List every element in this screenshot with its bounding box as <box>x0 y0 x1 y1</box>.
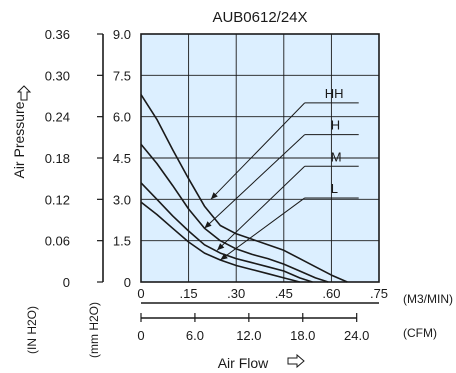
leader-line <box>216 165 306 251</box>
right-axis-tick-label: 4.5 <box>113 151 131 166</box>
x-unit-top: (M3/MIN) <box>403 292 453 306</box>
pq-curve-m <box>140 182 313 283</box>
x-axis-cfm-tick-label: 0 <box>137 328 144 343</box>
x-axis-cfm-tick-label: 18.0 <box>290 328 315 343</box>
chart-title: AUB0612/24X <box>212 9 307 26</box>
x-axis-cfm: 0 6.0 12.0 18.0 24.0 <box>137 313 369 343</box>
right-axis-tick-label: 7.5 <box>113 68 131 83</box>
x-axis-title: Air Flow <box>218 355 269 371</box>
leader-line <box>220 197 306 261</box>
x-axis-cfm-tick-label: 6.0 <box>186 328 204 343</box>
plot-frame <box>140 33 380 283</box>
grid-lines <box>141 34 379 282</box>
right-arrow-icon <box>287 353 305 369</box>
x-axis-cfm-tick-label: 12.0 <box>236 328 261 343</box>
x-axis-m3min: 0 .15 .30 .45 .60 .75 <box>137 286 388 304</box>
right-axis-tick-label: 3.0 <box>113 192 131 207</box>
leader-line <box>210 102 306 200</box>
leader-arrowhead <box>210 192 218 200</box>
left-axis-tick-label: 0.06 <box>45 234 70 249</box>
left-axis-tick-label: 0.12 <box>45 192 70 207</box>
leader-arrowhead <box>204 221 212 229</box>
left-axis-tick-label: 0.24 <box>45 110 70 125</box>
x-axis-cfm-tick-label: 24.0 <box>344 328 369 343</box>
leader-arrowhead <box>217 243 225 251</box>
left-axis-tick-label: 0 <box>63 275 70 290</box>
left-axis-tick-label: 0.36 <box>45 27 70 42</box>
up-arrow-icon <box>16 85 32 101</box>
x-axis-m3min-tick-label: .45 <box>275 286 293 301</box>
right-axis-tick-label: 9.0 <box>113 27 131 42</box>
y-unit-right: (mm H2O) <box>87 302 101 358</box>
right-axis-tick-label: 6.0 <box>113 110 131 125</box>
curve-label-hh: HH <box>325 86 344 101</box>
leader-line <box>204 134 306 229</box>
y-unit-left: (IN H2O) <box>25 306 39 354</box>
y-axis-mmh2o: 0 1.5 3.0 4.5 6.0 7.5 9.0 <box>113 27 131 290</box>
x-axis-m3min-tick-label: .75 <box>370 286 388 301</box>
curve-label-h: H <box>331 118 340 133</box>
right-axis-tick-label: 1.5 <box>113 234 131 249</box>
pq-curve-hh <box>140 94 348 283</box>
x-axis-m3min-tick-label: .15 <box>180 286 198 301</box>
curve-label-l: L <box>331 181 338 196</box>
x-axis-m3min-tick-label: .60 <box>322 286 340 301</box>
leader-arrowhead <box>220 253 228 260</box>
left-axis-tick-label: 0.30 <box>45 68 70 83</box>
x-axis-m3min-tick-label: 0 <box>137 286 144 301</box>
y-axis-inh2o: 0 0.06 0.12 0.18 0.24 0.30 0.36 <box>45 27 104 290</box>
y-axis-title: Air Pressure <box>11 101 27 178</box>
left-axis-tick-label: 0.18 <box>45 151 70 166</box>
right-axis-tick-label: 0 <box>124 275 131 290</box>
curve-label-m: M <box>331 149 342 164</box>
x-axis-m3min-tick-label: .30 <box>227 286 245 301</box>
x-unit-bottom: (CFM) <box>403 326 437 340</box>
pq-curve-l <box>140 201 300 283</box>
